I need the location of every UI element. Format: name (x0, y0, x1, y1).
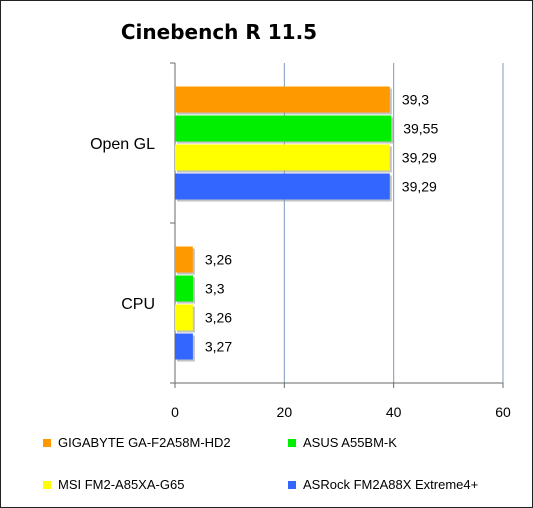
legend-item-asrock: ASRock FM2A88X Extreme4+ (288, 477, 478, 492)
data-label-asus-cpu: 3,3 (205, 281, 225, 297)
data-label-asrock-open-gl: 39,29 (402, 179, 437, 195)
bar-gigabyte-open-gl (175, 86, 390, 113)
legend-item-gigabyte: GIGABYTE GA-F2A58M-HD2 (43, 435, 231, 450)
legend-label-gigabyte: GIGABYTE GA-F2A58M-HD2 (58, 435, 231, 450)
chart-title: Cinebench R 11.5 (121, 20, 317, 44)
bar-gigabyte-cpu (175, 246, 193, 273)
category-label-cpu: CPU (121, 296, 155, 313)
x-tick-label-0: 0 (171, 404, 179, 420)
x-tick-label-40: 40 (386, 404, 402, 420)
legend-item-msi: MSI FM2-A85XA-G65 (43, 477, 184, 492)
legend-label-asus: ASUS A55BM-K (303, 435, 397, 450)
chart-legend: GIGABYTE GA-F2A58M-HD2 ASUS A55BM-K MSI … (43, 429, 513, 497)
legend-item-asus: ASUS A55BM-K (288, 435, 397, 450)
x-tick-label-60: 60 (495, 404, 511, 420)
data-label-msi-cpu: 3,26 (205, 310, 232, 326)
data-label-msi-open-gl: 39,29 (402, 150, 437, 166)
data-label-asus-open-gl: 39,55 (403, 121, 438, 137)
x-tick-label-20: 20 (277, 404, 293, 420)
legend-swatch-msi (43, 480, 51, 489)
data-label-gigabyte-open-gl: 39,3 (402, 92, 429, 108)
category-label-open-gl: Open GL (90, 136, 155, 153)
legend-label-msi: MSI FM2-A85XA-G65 (58, 477, 185, 492)
legend-swatch-gigabyte (43, 438, 51, 447)
legend-label-asrock: ASRock FM2A88X Extreme4+ (303, 477, 479, 492)
bar-asrock-cpu (175, 333, 193, 360)
bar-asrock-open-gl (175, 173, 390, 200)
bar-msi-open-gl (175, 144, 390, 171)
bar-asus-open-gl (175, 115, 392, 142)
bar-msi-cpu (175, 304, 193, 331)
data-label-gigabyte-cpu: 3,26 (205, 252, 232, 268)
legend-swatch-asus (288, 438, 296, 447)
legend-swatch-asrock (288, 480, 296, 489)
data-label-asrock-cpu: 3,27 (205, 339, 232, 355)
bar-asus-cpu (175, 275, 194, 302)
